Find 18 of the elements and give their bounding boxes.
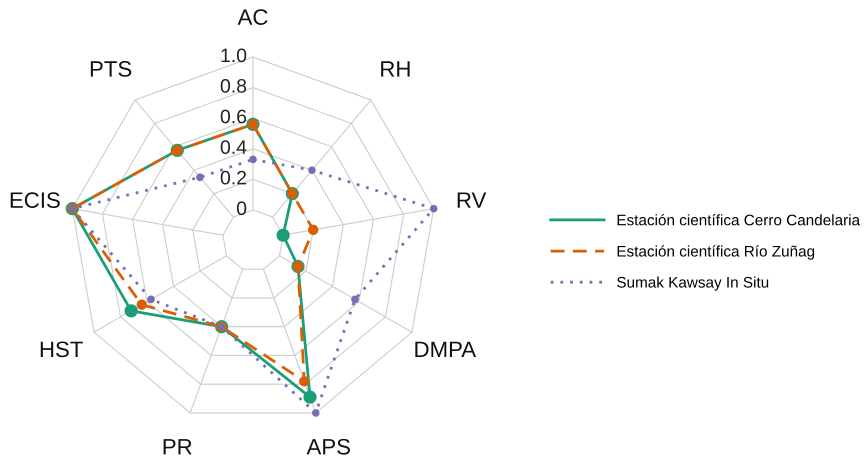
- y-tick-label: 1.0: [221, 48, 246, 62]
- spoke-label: AC: [238, 9, 268, 25]
- legend-label: Sumak Kawsay In Situ: [617, 276, 768, 291]
- spoke-label: DMPA: [415, 342, 476, 357]
- spoke-label: RH: [381, 61, 410, 77]
- y-tick-label: 0.8: [220, 79, 246, 93]
- spoke-label: ECIS: [10, 192, 60, 208]
- spoke-label: PR: [164, 439, 192, 454]
- spoke-label: RV: [458, 192, 486, 208]
- y-tick-label: 0.2: [220, 170, 246, 185]
- spoke-label: HST: [40, 341, 83, 358]
- y-tick-label: 0.4: [220, 140, 246, 154]
- spoke-label: APS: [306, 438, 350, 455]
- legend-label: Estación científica Cerro Candelaria: [618, 214, 860, 226]
- y-tick-label: 0.6: [220, 110, 246, 124]
- legend-label: Estación científica Río Zuñag: [618, 245, 814, 260]
- y-tick-label: 0: [236, 201, 246, 216]
- spoke-label: PTS: [90, 61, 132, 77]
